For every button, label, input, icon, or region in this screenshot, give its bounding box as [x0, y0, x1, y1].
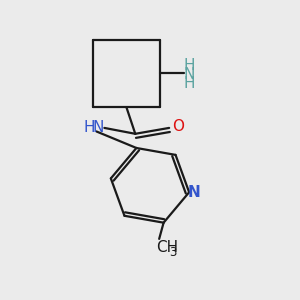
Text: N: N: [188, 185, 200, 200]
Text: 3: 3: [169, 246, 176, 259]
Text: H: H: [183, 76, 195, 91]
Text: H: H: [84, 120, 95, 135]
Text: CH: CH: [156, 240, 178, 255]
Text: N: N: [183, 67, 195, 82]
Text: H: H: [183, 58, 195, 73]
Text: O: O: [172, 119, 184, 134]
Text: N: N: [93, 120, 104, 135]
